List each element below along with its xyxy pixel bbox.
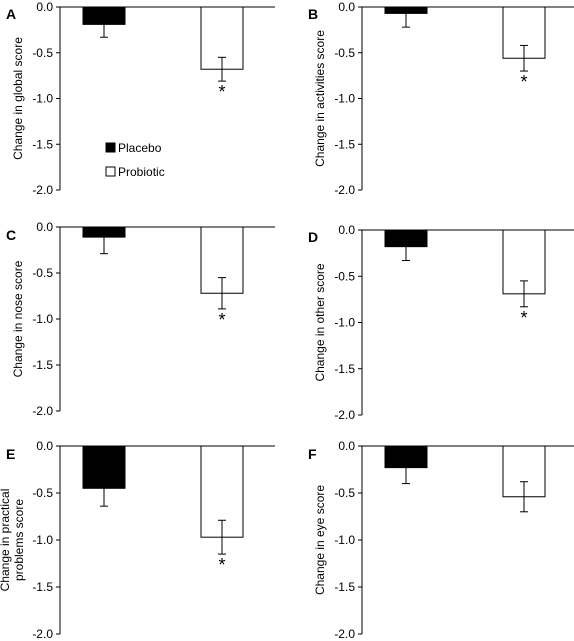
significance-star: * bbox=[520, 72, 527, 92]
y-axis-label: Change in activities score bbox=[313, 30, 327, 167]
legend-swatch-probiotic bbox=[105, 166, 116, 177]
y-axis-label: Change in global score bbox=[11, 37, 25, 160]
y-tick-label: 0.0 bbox=[338, 439, 355, 453]
significance-star: * bbox=[520, 308, 527, 328]
y-tick-label: -1.5 bbox=[334, 362, 355, 376]
legend-swatch-placebo bbox=[105, 142, 116, 153]
y-tick-label: -0.5 bbox=[32, 266, 53, 280]
y-axis-label: Change in nose score bbox=[11, 260, 25, 377]
y-tick-label: -0.5 bbox=[32, 46, 53, 60]
y-tick-label: -0.5 bbox=[334, 46, 355, 60]
panel-letter: A bbox=[6, 6, 16, 22]
panel-letter: D bbox=[308, 229, 318, 245]
y-tick-label: -1.0 bbox=[32, 312, 53, 326]
panel-letter: C bbox=[6, 227, 16, 243]
y-tick-label: 0.0 bbox=[338, 0, 355, 14]
panel-letter: E bbox=[6, 446, 15, 462]
chart-panel-e: E 0.0 -0.5 -1.0 -1.5 -2.0 Change in practicalp… bbox=[0, 439, 275, 641]
y-tick-label: 0.0 bbox=[338, 223, 355, 237]
chart-panel-f: F 0.0 -0.5 -1.0 -1.5 -2.0 Change in eye score bbox=[308, 439, 574, 641]
y-tick-label: 0.0 bbox=[36, 0, 53, 14]
y-tick-label: -0.5 bbox=[32, 486, 53, 500]
y-tick-label: -2.0 bbox=[32, 183, 53, 197]
y-tick-label: -1.0 bbox=[32, 533, 53, 547]
significance-star: * bbox=[218, 82, 225, 102]
panel-letter: B bbox=[308, 6, 318, 22]
significance-star: * bbox=[218, 555, 225, 575]
y-tick-label: -1.5 bbox=[334, 137, 355, 151]
y-axis-label: Change in practicalproblems score bbox=[0, 489, 26, 592]
y-tick-label: 0.0 bbox=[36, 439, 53, 453]
y-tick-label: -2.0 bbox=[334, 408, 355, 422]
y-tick-label: -0.5 bbox=[334, 269, 355, 283]
legend-label-probiotic: Probiotic bbox=[118, 165, 165, 179]
y-tick-label: -1.5 bbox=[32, 580, 53, 594]
y-tick-label: -1.5 bbox=[32, 358, 53, 372]
y-tick-label: -1.0 bbox=[334, 533, 355, 547]
chart-panel-c: C 0.0 -0.5 -1.0 -1.5 -2.0 Change in nose score… bbox=[6, 220, 275, 418]
y-axis-label-line: Change in practical bbox=[0, 489, 12, 592]
legend-label-placebo: Placebo bbox=[118, 141, 162, 155]
y-tick-label: -2.0 bbox=[334, 183, 355, 197]
y-tick-label: -1.5 bbox=[32, 137, 53, 151]
y-tick-label: -1.5 bbox=[334, 580, 355, 594]
panel-letter: F bbox=[308, 446, 317, 462]
legend: Placebo Probiotic bbox=[105, 141, 165, 179]
significance-star: * bbox=[218, 310, 225, 330]
chart-panel-d: D 0.0 -0.5 -1.0 -1.5 -2.0 Change in other scor… bbox=[308, 223, 574, 422]
y-tick-label: -2.0 bbox=[32, 404, 53, 418]
y-tick-label: 0.0 bbox=[36, 220, 53, 234]
y-tick-label: -2.0 bbox=[334, 627, 355, 641]
y-axis-label-line: problems score bbox=[12, 499, 26, 581]
chart-panel-b: B 0.0 -0.5 -1.0 -1.5 -2.0 Change in activities… bbox=[308, 0, 574, 197]
y-tick-label: -1.0 bbox=[32, 92, 53, 106]
y-tick-label: -1.0 bbox=[334, 92, 355, 106]
y-axis-label: Change in other score bbox=[313, 263, 327, 381]
y-axis-label: Change in eye score bbox=[313, 485, 327, 595]
y-tick-label: -2.0 bbox=[32, 627, 53, 641]
chart-panel-a: A 0.0 -0.5 -1.0 -1.5 -2.0 Change in global sco… bbox=[6, 0, 275, 197]
y-tick-label: -0.5 bbox=[334, 486, 355, 500]
y-tick-label: -1.0 bbox=[334, 316, 355, 330]
